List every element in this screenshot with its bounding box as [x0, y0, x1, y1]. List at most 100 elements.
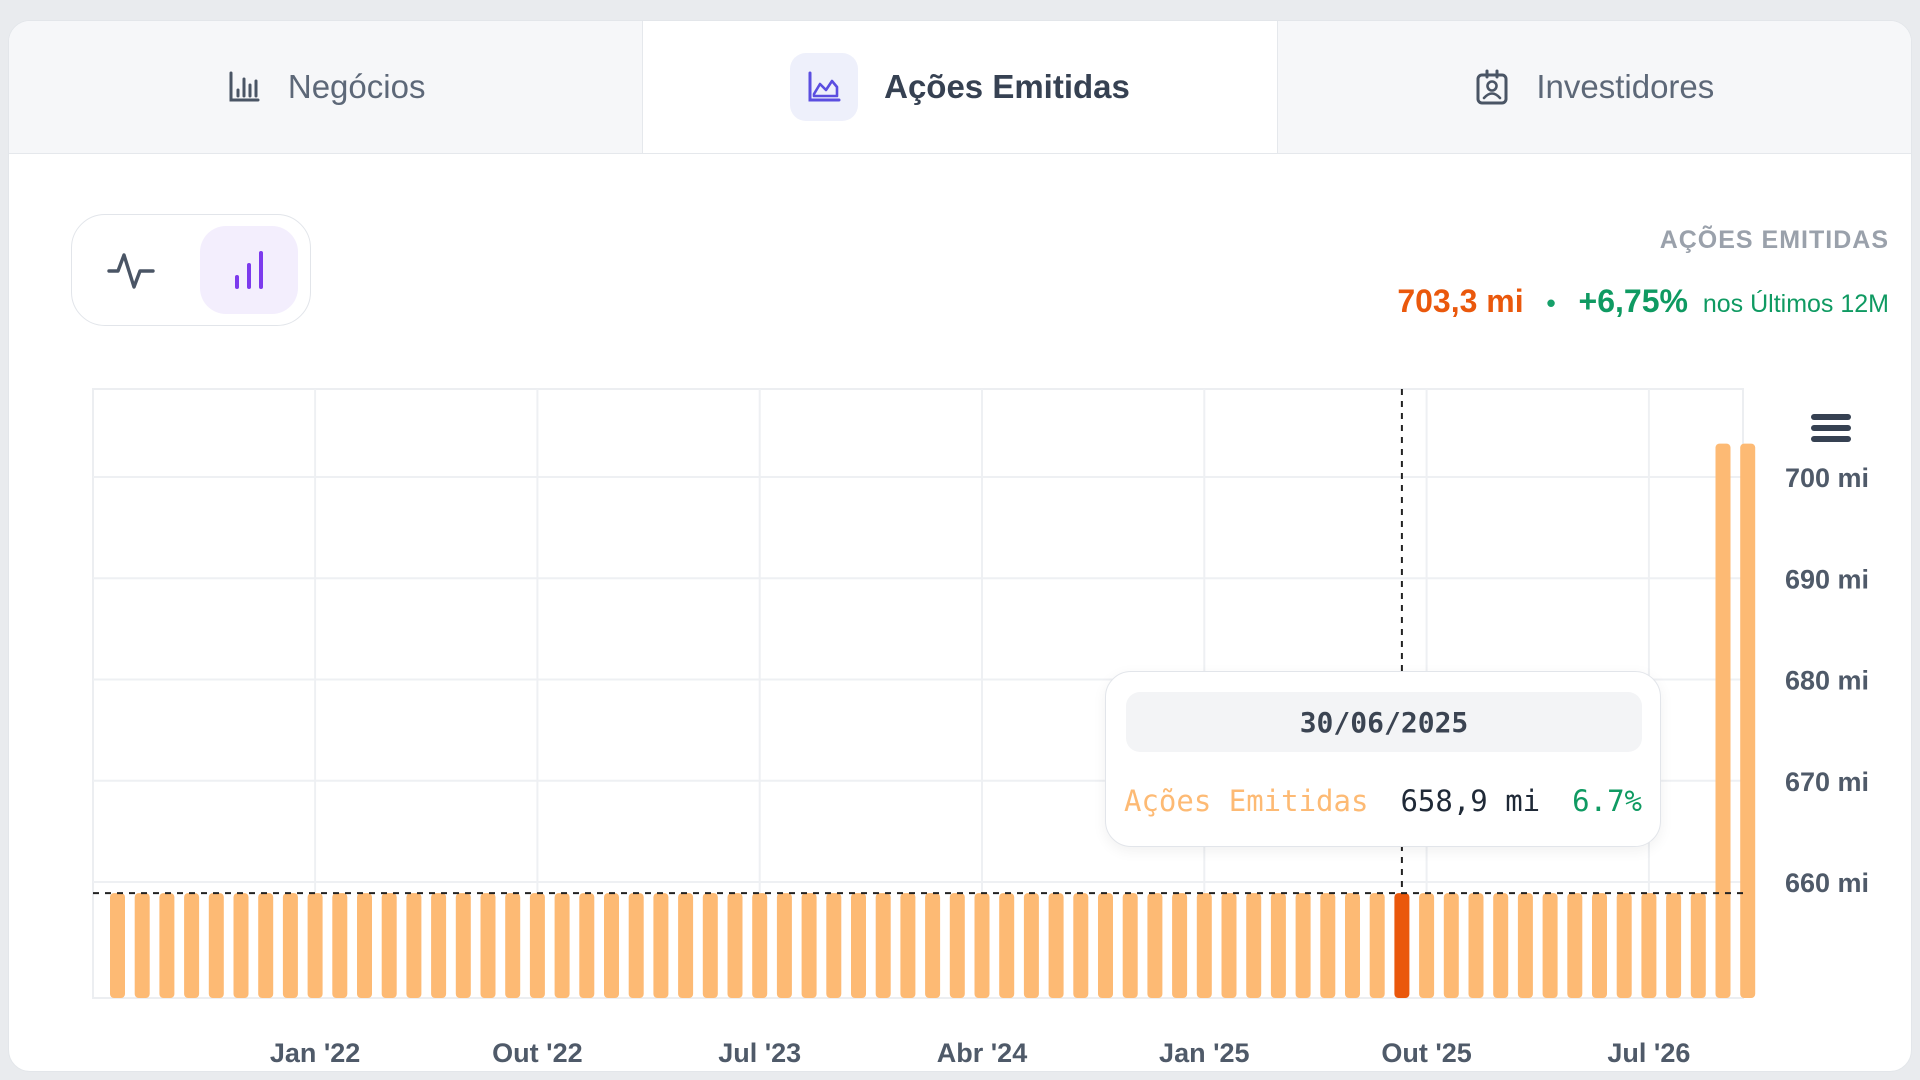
chart-bar: [1740, 443, 1756, 998]
chart-bar: [1122, 893, 1138, 998]
chart-bar: [1196, 893, 1212, 998]
chart-bar: [1690, 893, 1706, 998]
chart-bar: [727, 893, 743, 998]
chart-bar: [999, 893, 1015, 998]
chart-bar: [801, 893, 817, 998]
chart-bar: [134, 893, 150, 998]
chart-bar: [826, 893, 842, 998]
tab-label: Ações Emitidas: [884, 68, 1130, 105]
chart-bar: [381, 893, 397, 998]
summary-change: +6,75%: [1578, 283, 1688, 319]
x-tick-label: Out '25: [1381, 1038, 1471, 1068]
chart-bar: [1517, 893, 1533, 998]
tooltip-row: Ações Emitidas 658,9 mi 6.7%: [1124, 784, 1642, 818]
chart-bar: [480, 893, 496, 998]
chart-bar: [1542, 893, 1558, 998]
tab-negocios[interactable]: Negócios: [9, 21, 644, 153]
tab-investidores[interactable]: Investidores: [1277, 21, 1911, 153]
summary-title: AÇÕES EMITIDAS: [1659, 226, 1889, 254]
chart-bar: [307, 893, 323, 998]
chart-bar: [1567, 893, 1583, 998]
chart-bar: [505, 893, 521, 998]
chart-bar: [1443, 893, 1459, 998]
chart-bar: [1098, 893, 1113, 998]
y-tick-label: 660 mi: [1785, 868, 1869, 898]
chart-bar: [925, 893, 941, 998]
chart-bar: [1172, 893, 1188, 998]
chart-bar: [1592, 893, 1607, 998]
chart-bar: [628, 893, 644, 998]
chart-bar: [875, 893, 891, 998]
menu-icon: [1811, 414, 1851, 442]
summary-period: nos Últimos 12M: [1702, 290, 1889, 318]
bar-chart-button[interactable]: [200, 226, 298, 314]
chart-bar: [1295, 893, 1311, 998]
y-tick-label: 670 mi: [1785, 767, 1869, 797]
chart-bar: [851, 893, 866, 998]
x-tick-label: Out '22: [492, 1038, 582, 1068]
summary-line: 703,3 mi • +6,75% nos Últimos 12M: [1397, 283, 1889, 320]
chart-bar: [1073, 893, 1089, 998]
tab-label: Investidores: [1536, 68, 1715, 105]
chart-bar: [1147, 893, 1163, 998]
chart-bar: [653, 893, 669, 998]
chart-bar: [431, 893, 447, 998]
chart-bar: [1246, 893, 1262, 998]
chart-bar: [579, 893, 595, 998]
chart-bar: [974, 893, 990, 998]
tab-bar: Negócios Ações Emitidas Inv: [9, 21, 1911, 154]
x-tick-label: Abr '24: [937, 1038, 1027, 1068]
line-chart-button[interactable]: [82, 226, 180, 314]
chart-bar: [554, 893, 570, 998]
chart-bars: [110, 443, 1756, 998]
chart-bar: [1394, 893, 1410, 998]
chart-bar: [258, 893, 274, 998]
bar-chart: 660 mi 670 mi 680 mi 690 mi 700 mi Jan '22 Ou…: [92, 388, 1869, 1068]
chart-bar: [110, 893, 125, 998]
tab-acoes-emitidas[interactable]: Ações Emitidas: [643, 21, 1278, 153]
chart-type-toggle: [71, 214, 311, 326]
chart-bar: [529, 893, 545, 998]
tooltip-date: 30/06/2025: [1126, 692, 1642, 752]
chart-bar: [776, 893, 792, 998]
summary-value: 703,3 mi: [1397, 283, 1524, 319]
y-tick-label: 690 mi: [1785, 564, 1869, 594]
chart-bar: [678, 893, 694, 998]
chart-bar: [1023, 893, 1039, 998]
y-tick-label: 680 mi: [1785, 666, 1869, 696]
y-axis-labels: 660 mi 670 mi 680 mi 690 mi 700 mi: [1785, 463, 1869, 898]
chart-bar: [949, 893, 965, 998]
chart-bar: [1345, 893, 1360, 998]
tooltip-change: 6.7%: [1572, 784, 1642, 818]
chart-bar: [1419, 893, 1435, 998]
bar-chart-icon: [235, 251, 263, 289]
tooltip-series: Ações Emitidas: [1124, 784, 1369, 818]
summary-separator: •: [1546, 288, 1556, 318]
summary-panel: AÇÕES EMITIDAS 703,3 mi • +6,75% nos Últ…: [1397, 226, 1889, 320]
chart-bar: [1641, 893, 1657, 998]
chart-bar: [332, 893, 348, 998]
chart-card: Negócios Ações Emitidas Inv: [8, 20, 1912, 1072]
y-tick-label: 700 mi: [1785, 463, 1869, 493]
chart-bar: [406, 893, 422, 998]
chart-bar: [604, 893, 619, 998]
chart-bar: [900, 893, 916, 998]
chart-bar: [702, 893, 718, 998]
chart-menu-button[interactable]: [1809, 411, 1851, 453]
badge-icon: [1474, 69, 1510, 105]
area-chart-icon: [790, 53, 859, 121]
chart-bar: [1468, 893, 1484, 998]
x-tick-label: Jul '26: [1607, 1038, 1690, 1068]
chart-bar: [184, 893, 200, 998]
chart-bar: [1320, 893, 1336, 998]
chart-bar: [1616, 893, 1632, 998]
bar-chart-icon: [226, 69, 262, 105]
x-tick-label: Jul '23: [718, 1038, 801, 1068]
chart-bar: [1270, 893, 1286, 998]
chart-bar: [1369, 893, 1385, 998]
x-tick-label: Jan '25: [1159, 1038, 1249, 1068]
line-chart-icon: [107, 253, 155, 289]
chart-bar: [1666, 893, 1682, 998]
chart-bar: [752, 893, 768, 998]
chart-bar: [455, 893, 471, 998]
